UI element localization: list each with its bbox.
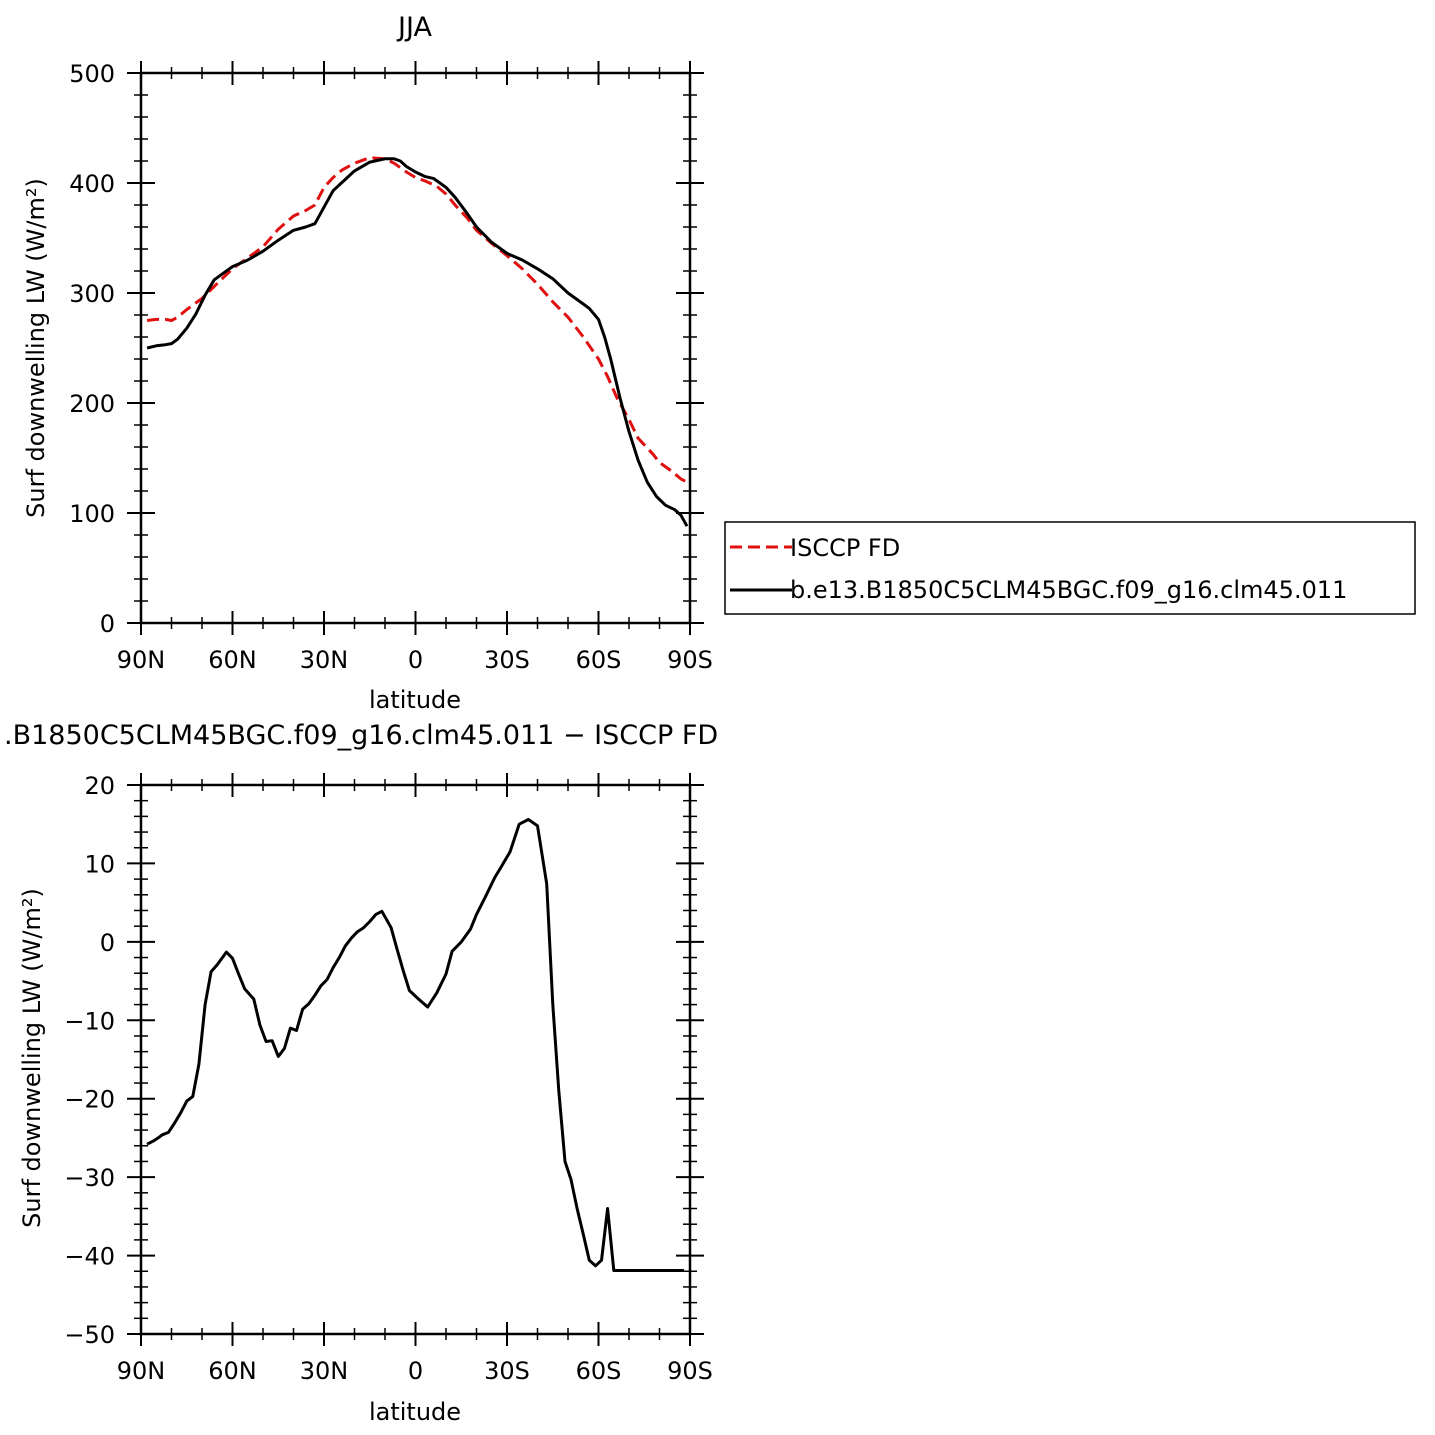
bottom-y-tick-label: −10 [64, 1007, 115, 1035]
top-panel-ylabel: Surf downwelling LW (W/m²) [22, 178, 50, 518]
bottom-y-tick-label: 10 [84, 850, 115, 878]
top-x-tick-label: 60N [208, 646, 257, 674]
legend-label-model: b.e13.B1850C5CLM45BGC.f09_g16.clm45.011 [790, 576, 1347, 604]
legend: ISCCP FD b.e13.B1850C5CLM45BGC.f09_g16.c… [724, 521, 1416, 615]
bottom-y-tick-label: 0 [100, 929, 115, 957]
top-y-tick-label: 300 [69, 280, 115, 308]
bottom-x-tick-label: 60N [208, 1357, 257, 1385]
bottom-x-tick-label: 30N [300, 1357, 349, 1385]
bottom-x-tick-label: 30S [484, 1357, 530, 1385]
top-series-line-0 [146, 156, 688, 484]
bottom-x-tick-label: 90S [667, 1357, 713, 1385]
bottom-panel-series [146, 818, 684, 1272]
top-y-tick-label: 0 [100, 610, 115, 638]
bottom-panel-ylabel: Surf downwelling LW (W/m²) [18, 888, 46, 1228]
top-x-tick-label: 90N [117, 646, 166, 674]
top-panel-xlabel: latitude [369, 686, 461, 714]
top-y-tick-label: 500 [69, 60, 115, 88]
bottom-panel-title: .B1850C5CLM45BGC.f09_g16.clm45.011 − ISC… [4, 720, 718, 751]
top-x-tick-label: 60S [576, 646, 622, 674]
bottom-y-tick-label: 20 [84, 772, 115, 800]
legend-label-isccp: ISCCP FD [790, 534, 900, 562]
top-x-tick-label: 30N [300, 646, 349, 674]
bottom-plot-frame [139, 783, 692, 1336]
bottom-y-tick-label: −40 [64, 1243, 115, 1271]
bottom-panel-axes: 90N 60N 30N 0 30S 60S 90S 20 10 0 −10 −20 −30 −40 −50 [64, 772, 713, 1385]
top-panel-axes: 90N 60N 30N 0 30S 60S 90S 0 100 200 300 400 500 [69, 60, 713, 674]
top-panel: JJA Surf downwelling LW (W/m²) latitude … [22, 12, 713, 714]
bottom-panel-xlabel: latitude [369, 1398, 461, 1426]
top-x-tick-label: 30S [484, 646, 530, 674]
top-y-tick-label: 200 [69, 390, 115, 418]
bottom-x-tick-label: 60S [576, 1357, 622, 1385]
bottom-y-tick-label: −30 [64, 1164, 115, 1192]
top-y-tick-label: 400 [69, 170, 115, 198]
top-x-tick-label: 0 [408, 646, 423, 674]
top-panel-series [146, 156, 689, 527]
bottom-x-tick-label: 90N [117, 1357, 166, 1385]
top-x-tick-label: 90S [667, 646, 713, 674]
top-series-line-1 [146, 157, 689, 527]
bottom-y-tick-label: −50 [64, 1321, 115, 1349]
bottom-series-line-0 [146, 818, 684, 1272]
legend-box [724, 521, 1416, 615]
bottom-panel: .B1850C5CLM45BGC.f09_g16.clm45.011 − ISC… [4, 720, 718, 1426]
bottom-y-tick-label: −20 [64, 1086, 115, 1114]
top-y-tick-label: 100 [69, 500, 115, 528]
top-panel-title: JJA [396, 12, 432, 43]
bottom-x-tick-label: 0 [408, 1357, 423, 1385]
